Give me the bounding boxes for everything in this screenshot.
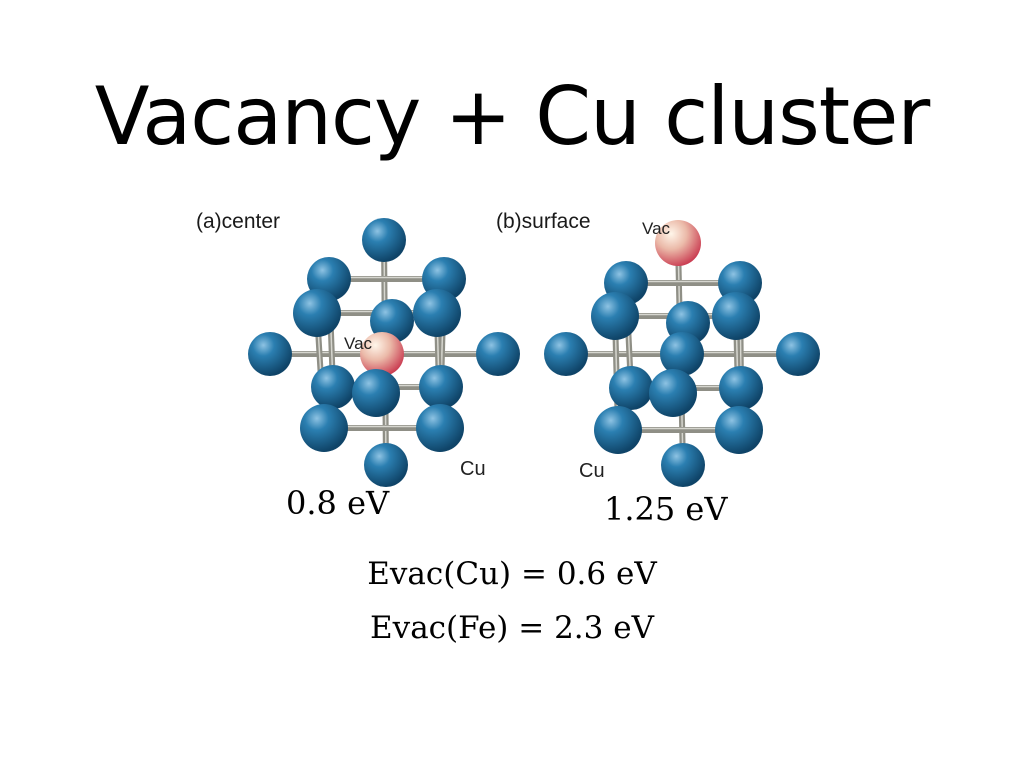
panel-a-label: (a)center: [196, 210, 281, 233]
cu-atom: [719, 366, 763, 410]
cu-atom: [661, 443, 705, 487]
cu-atom: [413, 289, 461, 337]
cu-label: Cu: [460, 458, 486, 480]
cu-atom: [609, 366, 653, 410]
cu-label: Cu: [579, 460, 605, 482]
cu-atom: [476, 332, 520, 376]
slide-title: Vacancy + Cu cluster: [94, 70, 931, 163]
cu-atom: [544, 332, 588, 376]
cu-atom: [364, 443, 408, 487]
cluster-diagram-center: Vac Cu: [248, 218, 520, 487]
panel-b-label: (b)surface: [496, 210, 591, 233]
vacancy-atom: [655, 220, 701, 266]
vacancy-atom: [360, 332, 404, 376]
cu-atom: [311, 365, 355, 409]
vacancy-label: Vac: [344, 334, 373, 353]
cu-atom: [660, 332, 704, 376]
cu-atom: [712, 292, 760, 340]
cu-atom: [362, 218, 406, 262]
equation-evac-fe: Evac(Fe) = 2.3 eV: [370, 610, 654, 646]
energy-center: 0.8 eV: [286, 484, 390, 522]
atoms: [544, 220, 820, 487]
cu-atom: [248, 332, 292, 376]
cu-atom: [416, 404, 464, 452]
cu-atom: [293, 289, 341, 337]
atoms: [248, 218, 520, 487]
cu-atom: [715, 406, 763, 454]
cu-atom: [352, 369, 400, 417]
cu-atom: [594, 406, 642, 454]
equation-evac-cu: Evac(Cu) = 0.6 eV: [367, 556, 657, 592]
cluster-diagram-surface: Vac Cu: [544, 219, 820, 487]
energy-surface: 1.25 eV: [604, 490, 728, 528]
cu-atom: [300, 404, 348, 452]
cu-atom: [776, 332, 820, 376]
cu-atom: [591, 292, 639, 340]
cu-atom: [370, 299, 414, 343]
cu-atom: [649, 369, 697, 417]
vacancy-label: Vac: [642, 219, 671, 238]
cu-atom: [419, 365, 463, 409]
